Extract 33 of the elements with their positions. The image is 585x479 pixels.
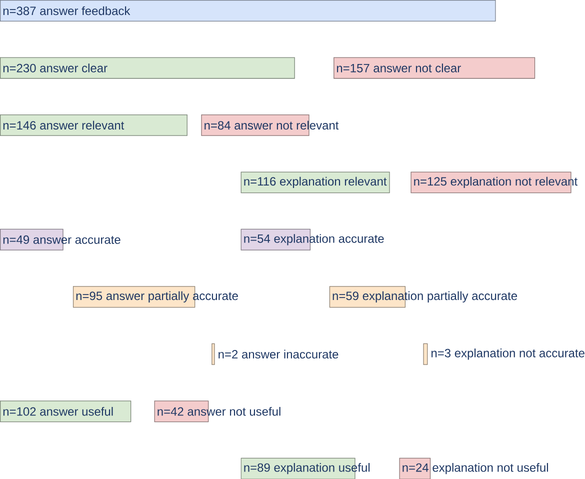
data-label: n=24 [402,463,428,472]
data-label: n=102 [3,407,36,416]
category-label: answer useful [40,406,113,416]
category-label: answer accurate [33,236,120,244]
category-label: explanation accurate [274,234,384,246]
category-label: explanation useful [274,462,370,474]
category-label: explanation not accurate [454,348,584,360]
data-label: n=84 [204,120,230,130]
data-label: n=2 [218,350,238,358]
data-label: n=59 [332,291,358,300]
category-label: explanation not useful [432,462,548,474]
data-label: n=125 [414,177,446,186]
category-label: explanation partially accurate [362,291,518,302]
category-label: answer relevant [40,120,124,130]
category-label: explanation not relevant [450,176,578,188]
category-label: answer inaccurate [242,350,338,358]
data-label: n=116 [244,177,276,186]
data-label: n=146 [3,120,36,130]
category-label: answer clear [40,63,108,72]
category-label: answer not clear [374,63,461,72]
category-label: answer feedback [40,6,130,15]
data-label: n=42 [158,407,184,416]
category-label: answer not useful [188,406,280,416]
category-label: answer not relevant [234,120,339,130]
category-label: explanation relevant [280,176,387,188]
data-label: n=3 [432,348,451,358]
data-label: n=49 [3,235,30,244]
data-label: n=89 [244,463,270,472]
data-label: n=157 [336,64,370,72]
data-label: n=54 [244,234,270,243]
data-label: n=387 [3,6,36,15]
data-label: n=95 [76,291,102,300]
data-label: n=230 [3,64,36,72]
